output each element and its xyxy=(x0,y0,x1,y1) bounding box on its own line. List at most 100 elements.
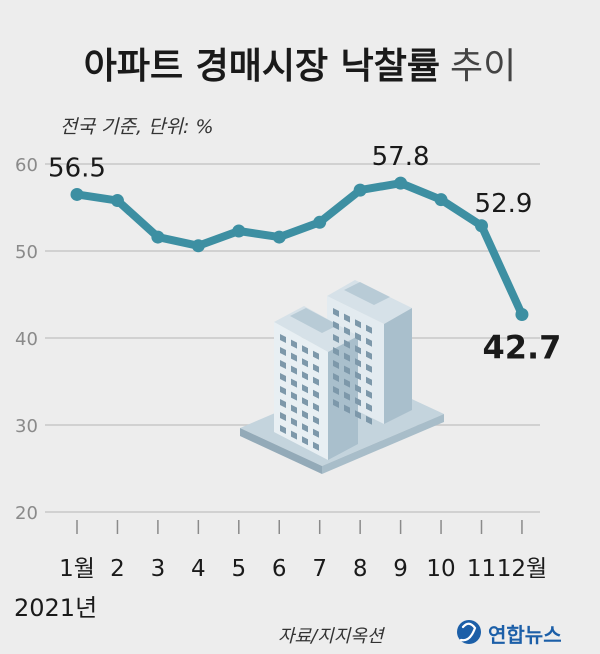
data-point xyxy=(434,193,448,207)
data-label: 42.7 xyxy=(482,329,561,367)
series-line xyxy=(73,179,526,319)
building-window xyxy=(366,376,372,386)
building-window xyxy=(344,404,350,414)
building-window xyxy=(333,360,339,369)
building-window xyxy=(355,345,361,355)
building-window xyxy=(291,339,297,349)
chart-title-main: 아파트 경매시장 낙찰률 xyxy=(84,46,440,87)
building-window xyxy=(366,350,372,360)
x-tick-label: 4 xyxy=(191,556,206,582)
building-window xyxy=(344,326,350,336)
x-tick-label: 5 xyxy=(231,556,246,582)
y-tick-label: 20 xyxy=(15,503,38,524)
building-window xyxy=(280,412,286,421)
building-window xyxy=(333,334,339,343)
building-window xyxy=(291,404,297,414)
building-window xyxy=(355,384,361,394)
building-window xyxy=(366,337,372,347)
building-window xyxy=(355,319,361,329)
building-window xyxy=(313,350,319,360)
y-tick-label: 50 xyxy=(15,242,38,263)
building-window xyxy=(280,347,286,356)
building-window xyxy=(344,339,350,349)
building-window xyxy=(280,386,286,395)
brand-logo-icon xyxy=(457,620,481,644)
building-window xyxy=(313,441,319,451)
building-window xyxy=(313,376,319,386)
data-point xyxy=(515,308,529,322)
data-point xyxy=(70,187,84,201)
year-label: 2021년 xyxy=(14,594,97,622)
data-point xyxy=(272,230,286,244)
building-window xyxy=(291,378,297,388)
building-window xyxy=(344,352,350,362)
building-window xyxy=(302,345,308,355)
brand-name: 연합뉴스 xyxy=(488,623,562,647)
building-window xyxy=(333,308,339,317)
data-point xyxy=(232,224,246,238)
x-tick-label: 7 xyxy=(312,556,327,582)
apartment-buildings-illustration xyxy=(240,280,444,474)
x-tick-label: 1월 xyxy=(59,556,95,582)
building-window xyxy=(355,410,361,420)
building-window xyxy=(280,334,286,343)
data-point xyxy=(353,183,367,197)
data-point xyxy=(313,215,327,229)
building-window xyxy=(344,378,350,388)
chart-subtitle: 전국 기준, 단위: % xyxy=(60,116,214,138)
building-window xyxy=(291,352,297,362)
data-point xyxy=(191,239,205,253)
x-tick-label: 9 xyxy=(393,556,408,582)
building-window xyxy=(302,423,308,433)
data-point xyxy=(394,176,408,190)
building-window xyxy=(280,373,286,382)
building-window xyxy=(302,436,308,446)
x-tick-label: 3 xyxy=(151,556,166,582)
building-window xyxy=(302,410,308,420)
building-window xyxy=(280,360,286,369)
data-label: 57.8 xyxy=(372,142,430,172)
building-window xyxy=(302,384,308,394)
building-window xyxy=(333,386,339,395)
building-window xyxy=(355,397,361,407)
building-window xyxy=(355,358,361,368)
building-window xyxy=(366,415,372,425)
x-tick-label: 2 xyxy=(110,556,125,582)
data-label: 56.5 xyxy=(48,153,106,183)
building-window xyxy=(280,425,286,434)
data-point xyxy=(475,219,488,233)
building-window xyxy=(313,402,319,412)
y-tick-label: 40 xyxy=(15,329,38,350)
building-window xyxy=(366,363,372,373)
building-window xyxy=(344,365,350,375)
building-window xyxy=(333,321,339,330)
building-window xyxy=(344,313,350,323)
source-label: 자료/지지옥션 xyxy=(278,626,386,647)
building-window xyxy=(313,389,319,399)
chart-title-sub: 추이 xyxy=(450,46,516,87)
building-window xyxy=(333,399,339,408)
building-window xyxy=(291,430,297,440)
building-window xyxy=(355,371,361,381)
building-window xyxy=(333,347,339,356)
building-window xyxy=(302,358,308,368)
building-window xyxy=(313,428,319,438)
x-tick-label: 11 xyxy=(467,556,496,582)
building-window xyxy=(366,324,372,334)
building-window xyxy=(291,391,297,401)
x-tick-label: 6 xyxy=(272,556,287,582)
x-tick-label: 8 xyxy=(353,556,368,582)
y-tick-label: 30 xyxy=(15,416,38,437)
building-window xyxy=(280,399,286,408)
building-window xyxy=(344,391,350,401)
y-tick-label: 60 xyxy=(15,155,38,176)
data-point xyxy=(151,230,165,244)
building-window xyxy=(302,371,308,381)
building-window xyxy=(291,417,297,427)
x-tick-label: 12월 xyxy=(497,556,547,582)
chart-title: 아파트 경매시장 낙찰률 추이 xyxy=(84,46,517,87)
data-label: 52.9 xyxy=(475,189,533,219)
building-window xyxy=(313,415,319,425)
